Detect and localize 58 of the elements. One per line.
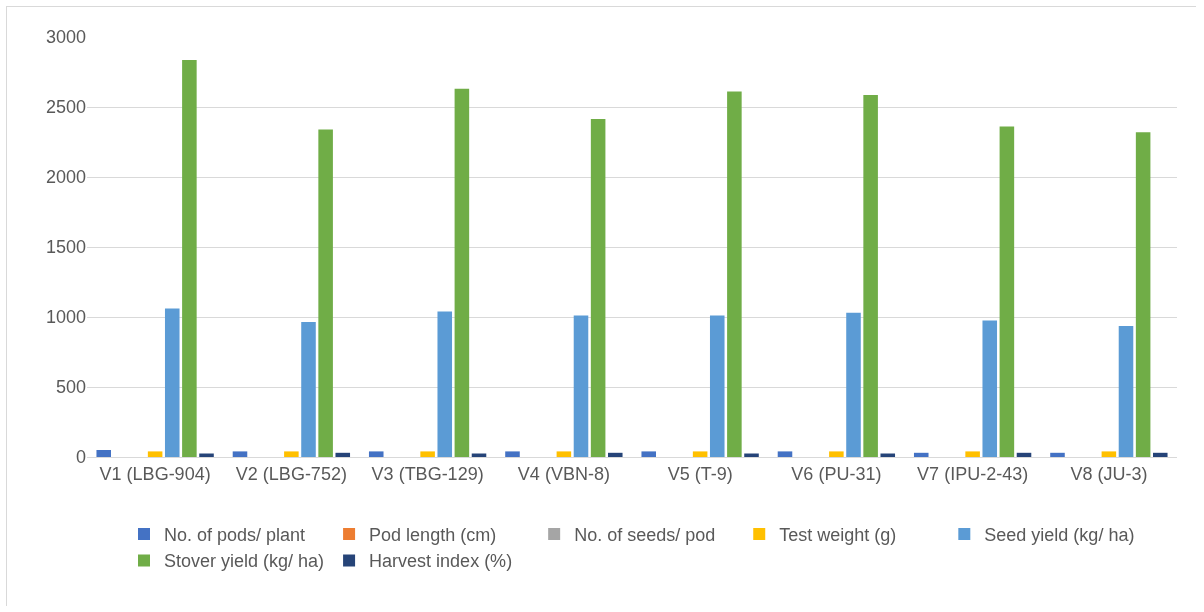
- y-tick-label: 500: [55, 377, 86, 398]
- bar: [420, 451, 435, 457]
- x-tick-label: V1 (LBG-904): [99, 463, 211, 484]
- x-tick-label: V8 (JU-3): [1070, 463, 1148, 484]
- y-tick-label: 1500: [45, 237, 86, 258]
- bar: [1016, 452, 1032, 457]
- bar: [709, 315, 725, 457]
- x-tick-label: V3 (TBG-129): [371, 463, 484, 484]
- x-tick-label: V5 (T-9): [667, 463, 733, 484]
- legend-label: No. of seeds/ pod: [574, 525, 716, 546]
- x-tick-label: V7 (IPU-2-43): [917, 463, 1029, 484]
- bar: [556, 451, 572, 457]
- bar: [301, 321, 316, 457]
- bar: [182, 60, 197, 457]
- bar: [863, 95, 878, 457]
- bar: [335, 452, 351, 457]
- legend-label: Test weight (g): [779, 525, 897, 546]
- x-tick-label: V6 (PU-31): [791, 463, 882, 484]
- bar: [913, 452, 929, 457]
- bar: [573, 315, 589, 457]
- x-tick-label: V2 (LBG-752): [235, 463, 347, 484]
- bar: [777, 451, 793, 457]
- bar: [829, 451, 844, 457]
- y-tick-label: 0: [75, 447, 86, 468]
- legend-label: Pod length (cm): [369, 525, 497, 546]
- bar: [1101, 451, 1117, 457]
- y-tick-label: 1000: [45, 307, 86, 328]
- bar: [727, 91, 742, 457]
- bar: [1152, 452, 1168, 457]
- bar: [607, 452, 623, 457]
- bar: [147, 451, 163, 457]
- bar: [590, 118, 606, 457]
- y-tick-label: 2500: [45, 97, 86, 118]
- bar: [692, 451, 708, 457]
- y-tick-label: 2000: [45, 167, 86, 188]
- legend-label: No. of pods/ plant: [164, 525, 306, 546]
- bar: [846, 312, 861, 457]
- bar: [284, 451, 299, 457]
- bar: [164, 308, 180, 457]
- y-tick-label: 3000: [45, 27, 86, 48]
- bar: [1135, 132, 1151, 457]
- bar: [1118, 326, 1134, 457]
- bar: [982, 320, 998, 457]
- bar: [454, 88, 470, 457]
- bar: [505, 451, 520, 457]
- bar: [96, 450, 112, 457]
- legend-label: Seed yield (kg/ ha): [984, 525, 1135, 546]
- bar: [318, 129, 333, 457]
- bar: [965, 451, 980, 457]
- bar: [232, 451, 248, 457]
- bar: [437, 311, 453, 457]
- bar: [1050, 452, 1065, 457]
- legend-label: Stover yield (kg/ ha): [164, 551, 325, 572]
- bar: [368, 451, 384, 457]
- x-tick-label: V4 (VBN-8): [517, 463, 610, 484]
- bar: [999, 126, 1015, 457]
- legend-label: Harvest index (%): [369, 551, 513, 572]
- bar: [641, 451, 657, 457]
